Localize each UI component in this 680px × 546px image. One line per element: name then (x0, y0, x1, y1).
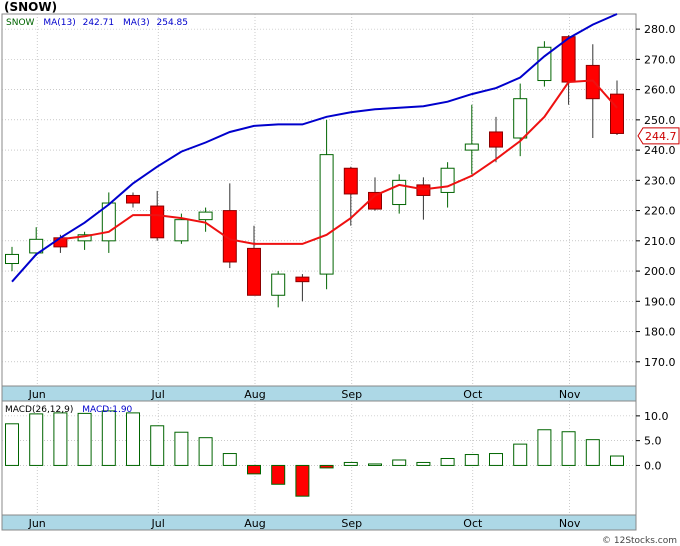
macd-bar (319, 464, 334, 469)
month-label: Jun (28, 388, 46, 401)
macd-bar (198, 437, 213, 466)
candle-up (440, 167, 455, 193)
macd-bar (368, 463, 382, 466)
month-label: Oct (463, 517, 483, 530)
macd-tick-label: 10.0 (644, 410, 669, 423)
macd-bar (77, 412, 92, 466)
macd-bar (126, 412, 140, 466)
month-label: Oct (463, 388, 483, 401)
macd-bar (416, 461, 431, 466)
candle-up (101, 202, 116, 242)
macd-bar (222, 453, 237, 466)
price-tick-label: 270.0 (644, 53, 676, 66)
price-tick-label: 250.0 (644, 114, 676, 127)
legend-ma13-value: 242.71 (83, 18, 115, 28)
legend-ma3-label: MA(3) (123, 18, 150, 28)
price-tick-label: 190.0 (644, 295, 676, 308)
ma3-line (60, 79, 618, 245)
price-tick-label: 240.0 (644, 144, 676, 157)
candle-down (585, 64, 600, 100)
macd-bar (101, 410, 116, 466)
ma13-line (11, 13, 618, 283)
price-tick-label: 210.0 (644, 235, 676, 248)
legend-ma3-value: 254.85 (157, 18, 189, 28)
macd-bar (585, 439, 600, 466)
candle-down (489, 131, 503, 148)
macd-bar (392, 459, 407, 466)
price-x-axis-band (1, 385, 637, 402)
candle-down (247, 247, 261, 296)
macd-bar (150, 425, 165, 466)
legend-ma13-label: MA(13) (43, 18, 75, 28)
macd-bar (271, 464, 286, 485)
candle-up (464, 143, 479, 151)
macd-tick-label: 0.0 (644, 459, 662, 472)
macd-bar (343, 461, 358, 466)
macd-bar (295, 464, 310, 497)
macd-bar (464, 454, 479, 466)
svg-text:MACD(26,12,9) MACD:1.90: MACD(26,12,9) MACD:1.90 (5, 405, 133, 415)
price-tick-label: 180.0 (644, 326, 676, 339)
candle-up (513, 98, 528, 139)
macd-bar (247, 464, 261, 475)
candle-down (150, 205, 165, 239)
month-label: Sep (341, 388, 362, 401)
macd-tick-label: 5.0 (644, 435, 662, 448)
macd-bar (489, 453, 503, 466)
macd-bar (440, 457, 455, 466)
macd-bar (53, 412, 68, 466)
candle-down (561, 36, 576, 83)
price-tick-label: 220.0 (644, 205, 676, 218)
macd-bar (5, 423, 19, 466)
candle-down (295, 276, 310, 283)
macd-legend-label: MACD(26,12,9) (5, 405, 73, 415)
candle-down (343, 167, 358, 195)
candle-up (29, 238, 44, 254)
candle-up (5, 253, 19, 265)
macd-legend-value: MACD:1.90 (82, 405, 132, 415)
macd-bar (537, 429, 552, 466)
last-price-label: 244.7 (645, 130, 677, 143)
price-tick-label: 170.0 (644, 356, 676, 369)
macd-bar (513, 443, 528, 466)
price-tick-label: 280.0 (644, 23, 676, 36)
month-label: Jun (28, 517, 46, 530)
candle-up (271, 273, 286, 296)
legend-symbol: SNOW (6, 18, 35, 28)
candle-up (174, 219, 189, 242)
candle-up (537, 46, 552, 82)
candle-down (610, 93, 624, 134)
month-label: Nov (559, 388, 581, 401)
price-tick-label: 260.0 (644, 84, 676, 97)
month-label: Sep (341, 517, 362, 530)
price-tick-label: 230.0 (644, 174, 676, 187)
month-label: Nov (559, 517, 581, 530)
svg-text:SNOW MA(13) 242.71: SNOW MA(13) 242.71 MA(3) 254.85 (6, 18, 188, 28)
price-tick-label: 200.0 (644, 265, 676, 278)
page-title: (SNOW) (4, 0, 58, 14)
candle-up (198, 211, 213, 221)
month-label: Aug (244, 517, 265, 530)
macd-x-axis-band (1, 514, 637, 531)
month-label: Aug (244, 388, 265, 401)
month-label: Jul (151, 388, 165, 401)
last-price-flag: 244.7 (637, 127, 680, 145)
candle-down (222, 210, 237, 263)
macd-bar (174, 431, 189, 466)
macd-bar (29, 413, 44, 466)
candle-down (126, 194, 140, 204)
price-panel (1, 13, 637, 387)
candle-up (319, 154, 334, 275)
macd-bar (561, 431, 576, 466)
macd-bar (610, 455, 624, 466)
watermark: © 12Stocks.com (602, 536, 677, 546)
month-label: Jul (151, 517, 165, 530)
